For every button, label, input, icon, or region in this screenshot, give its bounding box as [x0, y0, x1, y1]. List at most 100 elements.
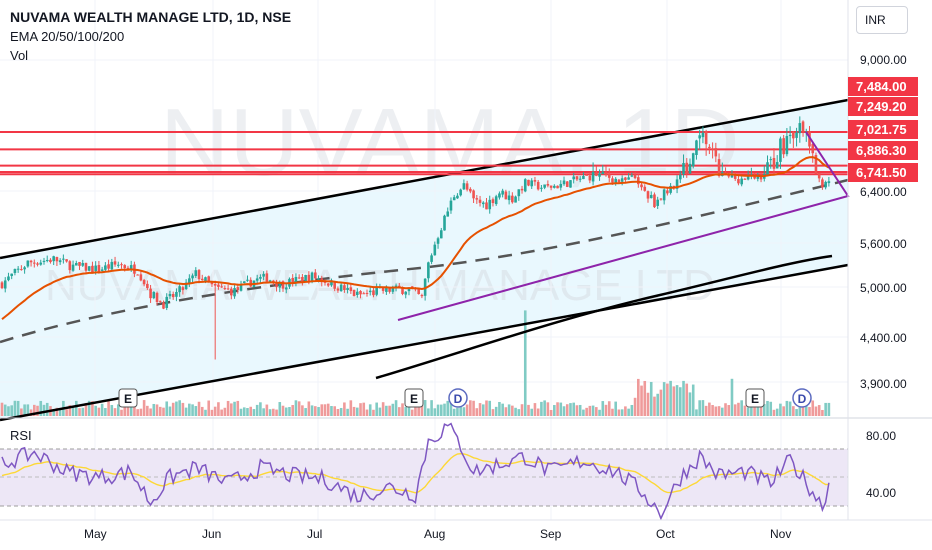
- candle-body: [598, 173, 601, 177]
- volume-bar: [197, 401, 201, 416]
- ema-indicator-label[interactable]: EMA 20/50/100/200: [10, 29, 125, 44]
- candle-body: [246, 279, 249, 281]
- event-marker-e3[interactable]: E: [745, 388, 765, 408]
- candle-body: [439, 230, 443, 239]
- candle-body: [52, 256, 55, 262]
- volume-bar: [71, 406, 75, 416]
- volume-bar: [769, 401, 773, 416]
- rsi-indicator-label[interactable]: RSI: [10, 428, 32, 443]
- volume-bar: [439, 404, 443, 416]
- volume-bar: [139, 408, 143, 416]
- event-marker-e2[interactable]: E: [404, 388, 424, 408]
- volume-bar: [740, 400, 743, 416]
- candle-body: [349, 287, 353, 292]
- candle-body: [210, 282, 214, 285]
- volume-bar: [775, 408, 779, 416]
- candle-body: [769, 159, 773, 161]
- volume-bar: [446, 400, 450, 416]
- volume-bar: [259, 402, 262, 416]
- candle-body: [171, 293, 175, 298]
- candle-body: [265, 273, 269, 282]
- event-marker-e1[interactable]: E: [118, 388, 138, 408]
- candle-body: [100, 269, 104, 271]
- volume-bar: [543, 400, 546, 416]
- candle-body: [242, 281, 246, 283]
- volume-bar: [494, 406, 498, 416]
- volume-bar: [569, 403, 572, 416]
- candle-body: [452, 197, 456, 201]
- time-tick: Sep: [540, 527, 562, 541]
- time-tick: Jul: [307, 527, 322, 541]
- volume-bar: [84, 402, 88, 416]
- volume-bar: [801, 401, 805, 416]
- candle-body: [430, 255, 433, 262]
- candle-body: [811, 143, 815, 154]
- time-axis: May Jun Jul Aug Sep Oct Nov: [84, 527, 791, 541]
- volume-bar: [675, 385, 679, 416]
- event-marker-d1[interactable]: D: [448, 388, 468, 408]
- volume-bar: [578, 404, 582, 416]
- volume-bar: [679, 387, 682, 416]
- volume-bar: [762, 404, 766, 416]
- volume-bar: [759, 406, 763, 416]
- volume-bar: [74, 400, 78, 416]
- volume-bar: [433, 408, 437, 416]
- volume-bar: [339, 407, 343, 416]
- volume-indicator-label[interactable]: Vol: [10, 48, 29, 63]
- symbol-title[interactable]: NUVAMA WEALTH MANAGE LTD, 1D, NSE: [10, 9, 292, 25]
- svg-text:6,741.50: 6,741.50: [856, 165, 907, 180]
- candle-body: [23, 267, 26, 270]
- time-tick: May: [84, 527, 107, 541]
- candle-body: [604, 172, 608, 176]
- event-marker-d2[interactable]: D: [792, 388, 812, 408]
- candle-body: [782, 138, 785, 155]
- volume-bar: [20, 408, 23, 416]
- currency-button[interactable]: INR: [856, 6, 908, 34]
- candle-body: [168, 293, 172, 297]
- volume-bar: [97, 407, 101, 416]
- candle-body: [333, 281, 336, 289]
- volume-bar: [68, 405, 72, 416]
- candle-body: [611, 178, 614, 183]
- candle-body: [181, 287, 185, 291]
- volume-bar: [301, 405, 304, 416]
- candle-body: [662, 189, 666, 201]
- volume-bar: [536, 408, 540, 416]
- candle-body: [814, 155, 818, 174]
- volume-bar: [39, 400, 43, 416]
- volume-bar: [281, 405, 285, 416]
- volume-bar: [81, 407, 85, 416]
- candle-body: [233, 288, 236, 297]
- candle-body: [275, 283, 278, 288]
- volume-bar: [149, 408, 152, 416]
- volume-bar: [530, 408, 534, 416]
- volume-bar: [226, 400, 230, 416]
- volume-bar: [711, 405, 714, 416]
- candle-body: [10, 273, 13, 277]
- volume-bar: [200, 406, 204, 416]
- ema-100-dashed-line: [0, 178, 849, 344]
- volume-bar: [514, 407, 517, 416]
- price-tick: 5,600.00: [860, 237, 907, 251]
- candle-body: [517, 189, 521, 197]
- volume-bar: [733, 404, 737, 416]
- volume-bar: [249, 406, 253, 416]
- svg-text:D: D: [454, 392, 463, 406]
- candle-body: [226, 288, 230, 290]
- volume-bar: [87, 400, 91, 416]
- candle-body: [520, 188, 524, 191]
- candle-body: [39, 262, 43, 265]
- candle-body: [695, 140, 698, 155]
- candle-body: [795, 132, 798, 138]
- candle-body: [649, 195, 653, 199]
- candle-body: [817, 172, 821, 179]
- volume-bar: [52, 409, 55, 416]
- volume-bar: [210, 409, 214, 416]
- volume-bar: [788, 401, 792, 416]
- volume-bar: [288, 407, 291, 416]
- volume-bar: [691, 384, 695, 416]
- candle-body: [78, 262, 81, 266]
- volume-bar: [572, 402, 576, 416]
- volume-bar: [511, 405, 514, 416]
- candle-body: [365, 292, 369, 294]
